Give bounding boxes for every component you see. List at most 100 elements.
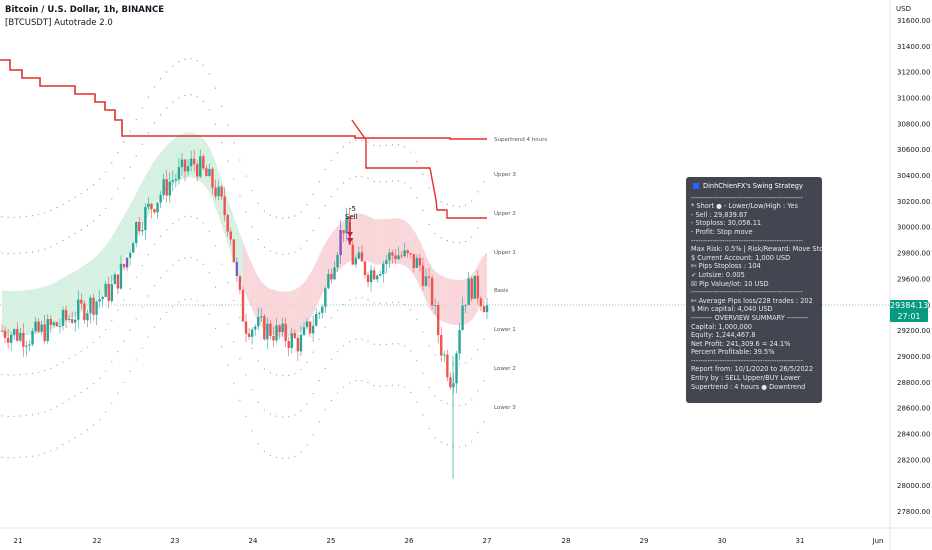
candle-body	[476, 275, 480, 299]
band-dot	[471, 357, 473, 360]
currency-label: USD	[896, 5, 911, 13]
band-dot	[330, 358, 333, 360]
candle-body	[324, 288, 327, 307]
band-dot	[288, 374, 290, 376]
band-dot	[62, 203, 64, 205]
band-dot	[434, 232, 436, 235]
band-dot	[7, 252, 9, 255]
y-tick-label: 29800.00	[897, 250, 930, 258]
band-dot	[471, 440, 473, 442]
panel-line: $ Min capital: 4,040 USD	[691, 305, 773, 314]
band-dot	[147, 132, 150, 134]
band-dot	[343, 386, 345, 388]
band-dot	[1, 415, 3, 417]
candle-body	[183, 159, 187, 172]
panel-line: ✄ Average Pips loss/228 trades : 202	[691, 296, 813, 305]
candle-body	[382, 263, 385, 275]
band-dot	[1, 373, 3, 376]
cloud-segment	[172, 137, 176, 185]
strategy-panel: DinhChienFX's Swing Strategy -----------…	[686, 177, 822, 403]
cloud-segment	[297, 285, 301, 334]
band-dot	[465, 445, 467, 447]
band-dot	[135, 359, 137, 361]
cloud-segment	[215, 161, 219, 216]
band-dot	[434, 354, 436, 356]
cloud-segment	[93, 255, 97, 304]
band-dot	[123, 340, 125, 342]
band-dot	[129, 130, 131, 132]
band-dot	[172, 305, 174, 307]
band-dot	[50, 209, 52, 212]
candle-body	[165, 179, 168, 196]
band-dot	[404, 182, 406, 184]
band-dot	[428, 223, 430, 226]
band-dot	[391, 301, 394, 304]
band-dot	[13, 457, 15, 459]
candle-body	[61, 309, 65, 326]
y-tick-label: 30200.00	[897, 198, 930, 206]
band-dot	[227, 282, 229, 284]
band-dot	[184, 216, 186, 218]
cloud-segment	[401, 219, 405, 266]
cloud-segment	[84, 263, 88, 311]
candle-body	[308, 321, 312, 334]
y-tick-label: 28000.00	[897, 482, 930, 490]
cloud-segment	[108, 236, 112, 287]
candle-body	[366, 274, 370, 283]
candle-body	[394, 255, 397, 260]
band-dot	[178, 97, 180, 99]
band-dot	[410, 350, 412, 352]
candle-body	[107, 283, 110, 302]
cloud-segment	[11, 291, 15, 337]
candle-body	[211, 168, 214, 188]
candle-body	[485, 305, 489, 313]
band-dot	[397, 301, 400, 303]
candle-body	[49, 318, 53, 325]
panel-header: DinhChienFX's Swing Strategy	[693, 182, 817, 191]
band-dot	[13, 415, 15, 417]
band-dot	[221, 263, 223, 265]
band-dot	[282, 217, 284, 219]
cloud-segment	[105, 241, 109, 291]
band-dot	[428, 386, 430, 388]
cloud-segment	[453, 279, 457, 326]
candle-body	[229, 231, 232, 240]
candle-body	[128, 252, 132, 258]
candle-body	[403, 250, 406, 257]
candle-body	[409, 253, 412, 255]
cloud-segment	[313, 262, 317, 314]
cloud-segment	[416, 235, 420, 287]
candle-body	[302, 327, 306, 335]
candle-body	[122, 263, 126, 268]
band-dot	[452, 241, 455, 243]
band-dot	[190, 298, 192, 300]
band-dot	[1, 252, 3, 254]
candle-body	[232, 239, 236, 262]
band-dot	[336, 392, 339, 394]
candle-body	[31, 331, 34, 345]
band-dot	[294, 455, 296, 457]
candle-body	[421, 265, 425, 286]
band-dot	[263, 368, 265, 370]
band-dot	[92, 184, 95, 186]
candle-body	[205, 168, 208, 177]
y-tick-label: 31000.00	[897, 95, 930, 103]
candle-body	[101, 296, 104, 300]
cloud-segment	[361, 213, 365, 260]
panel-line: Percent Profitable: 39.5%	[691, 348, 775, 357]
cloud-segment	[90, 258, 94, 307]
candle-body	[171, 180, 175, 182]
band-dot	[31, 251, 34, 253]
candle-body	[13, 329, 16, 335]
cloud-segment	[2, 290, 6, 337]
band-dot	[68, 440, 70, 442]
cloud-segment	[148, 165, 152, 216]
band-dot	[361, 139, 363, 141]
candle-body	[214, 187, 217, 197]
band-dot	[196, 217, 198, 219]
band-dot	[202, 263, 204, 265]
candle-body	[479, 298, 483, 307]
y-tick-label: 30000.00	[897, 224, 930, 232]
band-dot	[62, 239, 64, 242]
